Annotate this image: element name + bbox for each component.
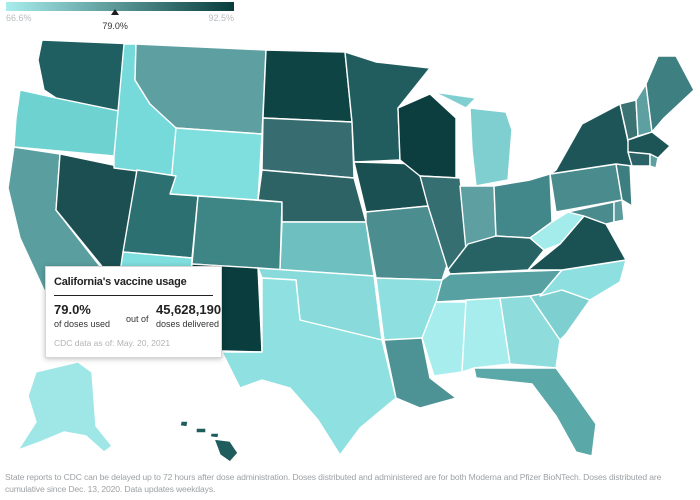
state-hi[interactable] (179, 420, 239, 463)
state-fl[interactable] (473, 367, 597, 457)
state-ri[interactable] (649, 153, 659, 169)
tooltip-used-label: of doses used (54, 319, 111, 329)
tooltip-doses: 45,628,190 (156, 302, 222, 317)
state-ms[interactable] (421, 301, 467, 377)
tooltip-divider (54, 295, 213, 296)
state-ks[interactable] (279, 221, 375, 277)
state-ma[interactable] (627, 131, 671, 159)
state-mi[interactable] (433, 91, 513, 187)
state-co[interactable] (191, 195, 283, 271)
state-tooltip: California's vaccine usage 79.0% of dose… (45, 266, 222, 358)
state-md[interactable] (567, 201, 615, 225)
footnote: State reports to CDC can be delayed up t… (5, 472, 662, 494)
legend-min-label: 66.6% (6, 13, 32, 23)
state-sd[interactable] (261, 117, 355, 179)
color-legend: 66.6% 92.5% 79.0% (6, 0, 234, 31)
legend-max-label: 92.5% (208, 13, 234, 23)
state-ak[interactable] (17, 361, 113, 453)
tooltip-percent: 79.0% (54, 302, 91, 317)
state-al[interactable] (461, 297, 511, 373)
tooltip-title: California's vaccine usage (54, 276, 187, 288)
legend-marker-icon (111, 9, 120, 15)
legend-current-label: 79.0% (102, 21, 128, 31)
state-ga[interactable] (499, 295, 561, 369)
tooltip-out-of: out of (126, 314, 149, 324)
state-nd[interactable] (262, 49, 353, 123)
state-me[interactable] (645, 55, 695, 133)
tooltip-date-note: CDC data as of: May. 20, 2021 (54, 338, 171, 348)
state-wy[interactable] (169, 127, 263, 201)
legend-gradient-bar (6, 2, 234, 11)
us-choropleth-map (7, 39, 695, 463)
state-ct[interactable] (627, 151, 651, 167)
state-de[interactable] (613, 199, 625, 223)
state-wi[interactable] (397, 93, 457, 179)
state-tx[interactable] (221, 277, 397, 456)
tooltip-delivered-label: doses delivered (156, 319, 220, 329)
